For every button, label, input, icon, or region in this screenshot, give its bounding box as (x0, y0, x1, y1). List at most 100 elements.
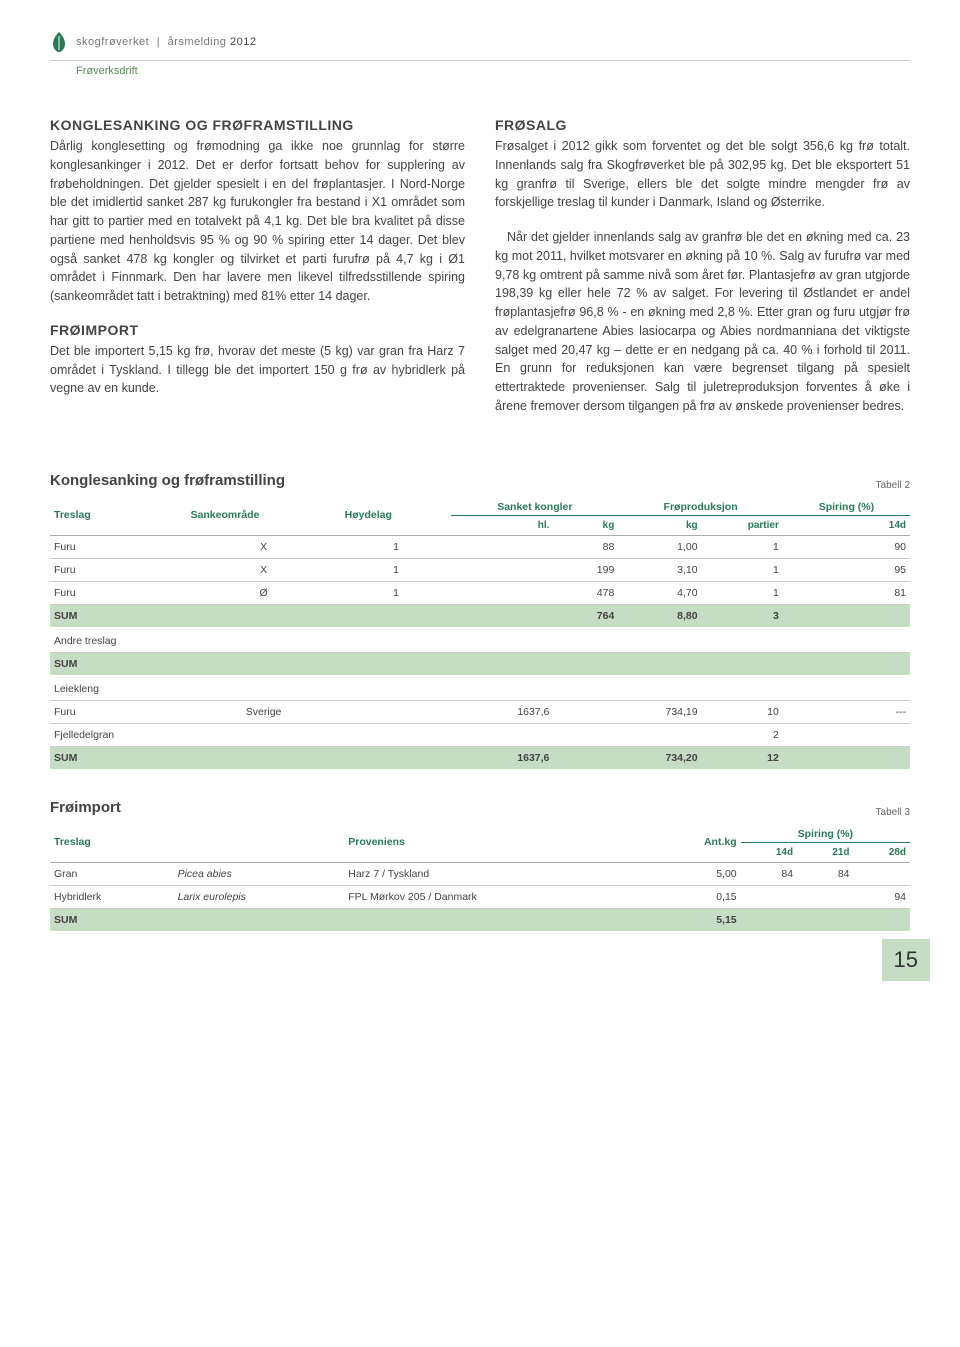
cell: 0,15 (650, 885, 741, 908)
th-spiring: Spiring (%) (783, 495, 910, 516)
cell (341, 723, 452, 746)
page: skogfrøverket | årsmelding 2012 Frøverks… (0, 0, 960, 1001)
paragraph-frosalg-2: Når det gjelder innenlands salg av granf… (495, 228, 910, 416)
th-14d: 14d (783, 515, 910, 535)
table-row: Furu X 1 199 3,10 1 95 (50, 558, 910, 581)
cell: 734,20 (618, 746, 701, 769)
cell: X (187, 535, 341, 558)
cell: 478 (553, 581, 618, 604)
cell: 764 (553, 604, 618, 627)
th-hl: hl. (451, 515, 553, 535)
heading-froimport: FRØIMPORT (50, 322, 465, 338)
sum-row: SUM (50, 652, 910, 675)
cell: Picea abies (174, 862, 345, 885)
cell: 1,00 (618, 535, 701, 558)
sum-row: SUM 1637,6 734,20 12 (50, 746, 910, 769)
table2-body: Furu X 1 88 1,00 1 90 Furu X 1 199 3,10 (50, 535, 910, 769)
cell: Furu (50, 558, 187, 581)
publication-name: skogfrøverket (76, 36, 149, 48)
cell: X (187, 558, 341, 581)
table3-label: Tabell 3 (876, 807, 910, 818)
cell (783, 723, 910, 746)
cell: 1 (341, 535, 452, 558)
cell: SUM (50, 908, 650, 931)
table-row: Furu Ø 1 478 4,70 1 81 (50, 581, 910, 604)
heading-konglesanking: KONGLESANKING OG FRØFRAMSTILLING (50, 117, 465, 133)
table-row: Hybridlerk Larix eurolepis FPL Mørkov 20… (50, 885, 910, 908)
cell: 3 (702, 604, 783, 627)
cell: FPL Mørkov 205 / Danmark (344, 885, 649, 908)
cell (341, 604, 452, 627)
cell (451, 581, 553, 604)
cell: 5,15 (650, 908, 741, 931)
cell (854, 862, 910, 885)
cell: Sverige (187, 700, 341, 723)
cell: 734,19 (618, 700, 701, 723)
cell (741, 885, 797, 908)
sum-row: SUM 5,15 (50, 908, 910, 931)
cell: Andre treslag (50, 627, 910, 653)
th-21d: 21d (797, 842, 853, 862)
cell: 2 (702, 723, 783, 746)
cell: Furu (50, 535, 187, 558)
cell: 1637,6 (451, 746, 553, 769)
heading-frosalg: FRØSALG (495, 117, 910, 133)
cell (187, 604, 341, 627)
th-proveniens: Proveniens (344, 822, 649, 863)
cell: 199 (553, 558, 618, 581)
cell (187, 723, 341, 746)
cell: Furu (50, 581, 187, 604)
cell (854, 908, 910, 931)
cell: 95 (783, 558, 910, 581)
cell: 94 (854, 885, 910, 908)
th-14d: 14d (741, 842, 797, 862)
cell: 1 (702, 558, 783, 581)
table3-wrap: Frøimport Tabell 3 Treslag Proveniens An… (50, 799, 910, 931)
paragraph-frosalg-1: Frøsalget i 2012 gikk som forventet og d… (495, 137, 910, 212)
table-row: Furu Sverige 1637,6 734,19 10 --- (50, 700, 910, 723)
header-bar: skogfrøverket | årsmelding 2012 (50, 30, 910, 61)
table2: Treslag Sankeområde Høydelag Sanket kong… (50, 495, 910, 769)
cell: 8,80 (618, 604, 701, 627)
cell (553, 700, 618, 723)
text-columns: KONGLESANKING OG FRØFRAMSTILLING Dårlig … (50, 117, 910, 432)
cell: SUM (50, 652, 910, 675)
cell (797, 885, 853, 908)
table2-label: Tabell 2 (876, 480, 910, 491)
section-row: Leiekleng (50, 675, 910, 701)
table2-wrap: Konglesanking og frøframstilling Tabell … (50, 472, 910, 769)
cell: 10 (702, 700, 783, 723)
cell: 1 (341, 581, 452, 604)
section-row: Andre treslag (50, 627, 910, 653)
cell: 90 (783, 535, 910, 558)
th-28d: 28d (854, 842, 910, 862)
cell (618, 723, 701, 746)
cell: 84 (797, 862, 853, 885)
cell: 81 (783, 581, 910, 604)
cell: 88 (553, 535, 618, 558)
cell: Leiekleng (50, 675, 910, 701)
cell: Harz 7 / Tyskland (344, 862, 649, 885)
cell (451, 723, 553, 746)
cell: Ø (187, 581, 341, 604)
cell: 1637,6 (451, 700, 553, 723)
cell: SUM (50, 746, 187, 769)
right-column: FRØSALG Frøsalget i 2012 gikk som forven… (495, 117, 910, 432)
separator: | (157, 36, 160, 48)
page-number: 15 (882, 939, 930, 981)
cell (451, 604, 553, 627)
th-spiring: Spiring (%) (741, 822, 910, 843)
table3-body: Gran Picea abies Harz 7 / Tyskland 5,00 … (50, 862, 910, 931)
cell: --- (783, 700, 910, 723)
cell: Furu (50, 700, 187, 723)
doc-type: årsmelding (168, 36, 227, 48)
cell (553, 723, 618, 746)
table-row: Gran Picea abies Harz 7 / Tyskland 5,00 … (50, 862, 910, 885)
cell (187, 746, 341, 769)
table-row: Fjelledelgran 2 (50, 723, 910, 746)
publication-title: skogfrøverket | årsmelding 2012 (76, 36, 256, 48)
cell: Gran (50, 862, 174, 885)
cell (451, 558, 553, 581)
th-hoydelag: Høydelag (341, 495, 452, 536)
cell: 84 (741, 862, 797, 885)
